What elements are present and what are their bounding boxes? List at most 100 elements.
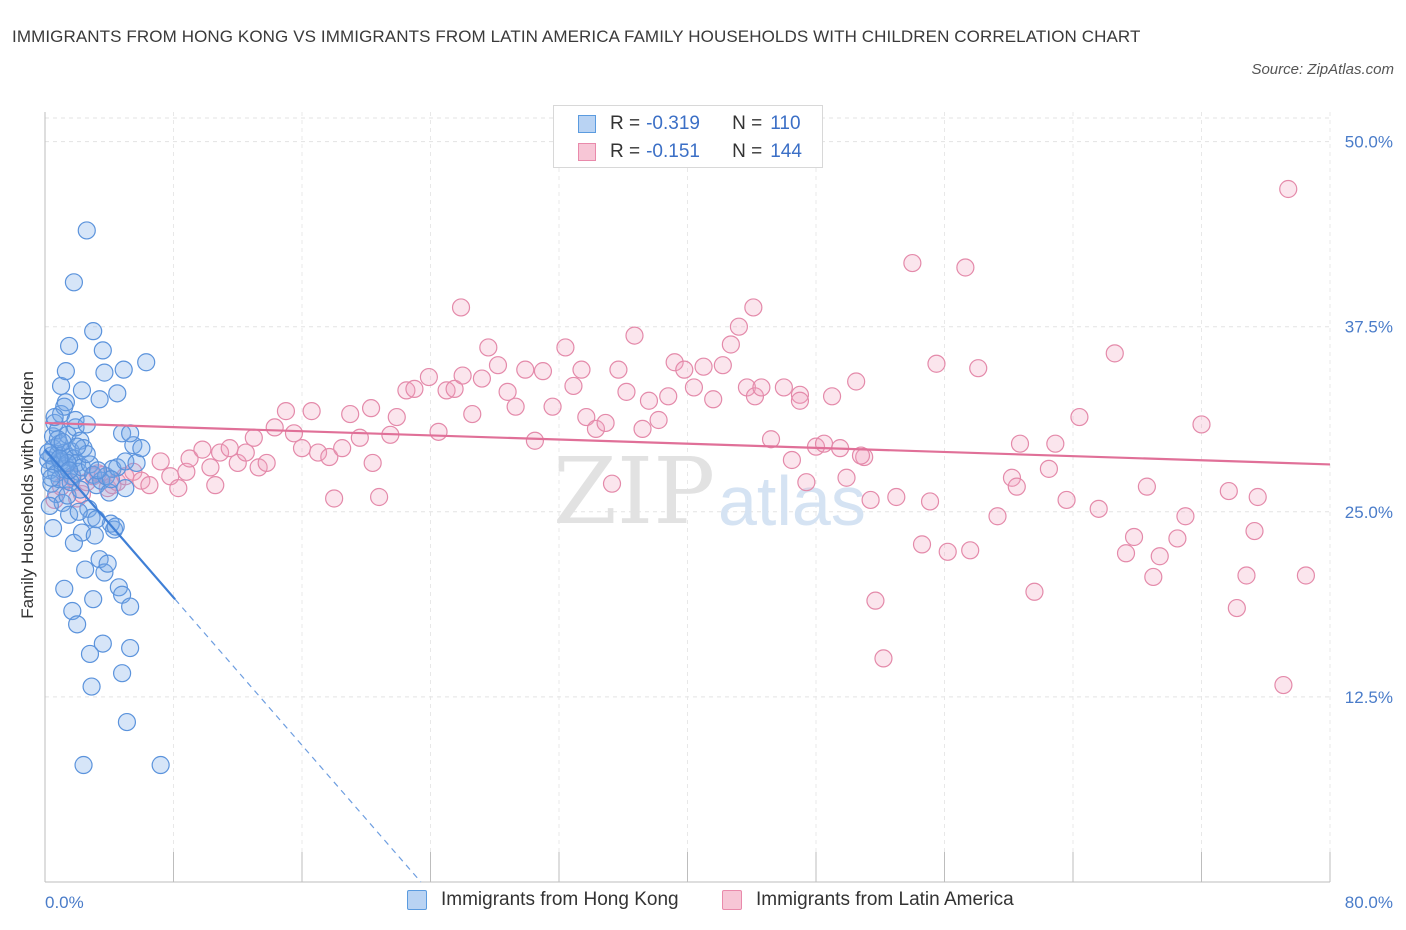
tick-labels: 12.5% 25.0% 37.5% 50.0% 0.0% 80.0%	[45, 133, 1393, 912]
latin-america-point	[361, 399, 381, 418]
hong-kong-point	[98, 554, 117, 573]
correlation-legend: R = -0.319 N = 110 R = -0.151 N = 144	[553, 105, 823, 168]
latin-america-point	[586, 419, 606, 438]
hong-kong-point	[68, 437, 87, 456]
latin-america-point	[1227, 598, 1246, 618]
series-legend-hong-kong: Immigrants from Hong Kong	[407, 889, 679, 911]
latin-america-point	[609, 360, 628, 379]
hong-kong-point	[68, 615, 87, 634]
hong-kong-point	[55, 579, 74, 598]
latin-america-point	[903, 253, 922, 273]
series-swatch-hong-kong	[407, 890, 427, 910]
legend-n-label: N =	[732, 141, 763, 162]
latin-america-point	[1105, 344, 1124, 363]
hong-kong-point	[72, 381, 92, 400]
latin-america-point	[151, 452, 170, 471]
latin-america-point	[257, 453, 276, 473]
latin-america-point	[525, 431, 545, 450]
chart-title: IMMIGRANTS FROM HONG KONG VS IMMIGRANTS …	[12, 27, 1141, 46]
latin-america-point	[180, 449, 199, 468]
latin-america-point	[625, 326, 644, 345]
latin-america-point	[1070, 407, 1089, 427]
latin-america-point	[308, 443, 328, 462]
latin-america-point	[782, 450, 802, 470]
legend-swatch-hong-kong	[578, 115, 596, 133]
latin-america-point	[1274, 675, 1293, 695]
source-label: Source: ZipAtlas.com	[1251, 61, 1394, 78]
latin-america-point	[713, 356, 732, 375]
latin-america-point	[866, 591, 885, 610]
hong-kong-point	[42, 468, 61, 487]
hong-kong-trend-extension	[174, 598, 422, 883]
hong-kong-trend-line	[44, 448, 176, 601]
legend-r-value: -0.151	[646, 141, 700, 162]
latin-america-point	[1116, 544, 1136, 563]
latin-america-point	[1176, 507, 1195, 526]
latin-america-point	[265, 418, 284, 437]
trend-lines	[44, 421, 1331, 883]
latin-america-point	[516, 360, 535, 379]
latin-america-point	[790, 391, 810, 410]
hong-kong-point	[87, 510, 106, 529]
latin-america-point	[837, 468, 856, 487]
hong-kong-point	[114, 360, 133, 379]
latin-america-point	[1137, 477, 1156, 496]
latin-america-point	[429, 422, 448, 441]
latin-america-point	[797, 473, 816, 492]
latin-america-point	[363, 453, 382, 473]
latin-america-point	[988, 507, 1007, 526]
y-tick-label: 37.5%	[1345, 318, 1393, 337]
latin-america-point	[244, 428, 263, 447]
latin-america-point	[1025, 582, 1044, 601]
axes	[44, 112, 1331, 883]
legend-n-value: 144	[770, 141, 802, 162]
latin-america-point	[276, 402, 296, 421]
latin-america-point	[488, 356, 508, 375]
latin-america-point	[1279, 179, 1298, 199]
latin-america-point	[790, 385, 810, 404]
latin-america-point	[1192, 415, 1211, 434]
latin-america-point	[472, 369, 491, 388]
latin-america-point	[177, 462, 196, 481]
latin-america-point	[649, 410, 668, 430]
hong-kong-point	[53, 433, 72, 452]
latin-america-point	[774, 378, 793, 397]
latin-america-point	[1010, 434, 1030, 453]
latin-america-point	[847, 372, 866, 391]
hong-kong-point	[82, 677, 101, 696]
y-tick-label: 12.5%	[1345, 688, 1393, 707]
latin-america-point	[596, 413, 615, 433]
latin-america-point	[887, 487, 906, 507]
latin-america-point	[814, 434, 834, 453]
hong-kong-point	[84, 322, 103, 341]
hong-kong-point	[43, 427, 63, 446]
latin-america-point	[302, 402, 321, 421]
latin-america-point	[675, 360, 694, 379]
latin-america-point	[556, 338, 575, 357]
hong-kong-point	[56, 362, 75, 381]
latin-america-point	[761, 430, 781, 449]
latin-america-point	[920, 492, 940, 511]
hong-kong-point	[108, 384, 127, 403]
latin-america-point	[210, 443, 230, 462]
latin-america-point	[822, 387, 842, 406]
latin-america-point	[961, 541, 980, 560]
hong-kong-point	[121, 638, 140, 658]
latin-america-point	[969, 359, 988, 378]
latin-america-point	[694, 357, 713, 376]
hong-kong-point	[84, 590, 103, 609]
latin-america-point	[1046, 434, 1065, 453]
hong-kong-point	[64, 273, 84, 292]
latin-america-point	[193, 440, 212, 459]
hong-kong-point	[80, 644, 100, 664]
latin-america-point	[752, 378, 771, 397]
latin-america-trend-line	[44, 421, 1331, 466]
series-swatch-latin-america	[722, 890, 742, 910]
latin-america-point	[445, 379, 464, 399]
hong-kong-point	[137, 353, 156, 372]
latin-america-point	[506, 397, 525, 416]
latin-america-point	[463, 404, 482, 424]
hong-kong-point	[151, 755, 170, 775]
latin-america-point	[912, 535, 932, 554]
latin-america-point	[1168, 529, 1187, 548]
